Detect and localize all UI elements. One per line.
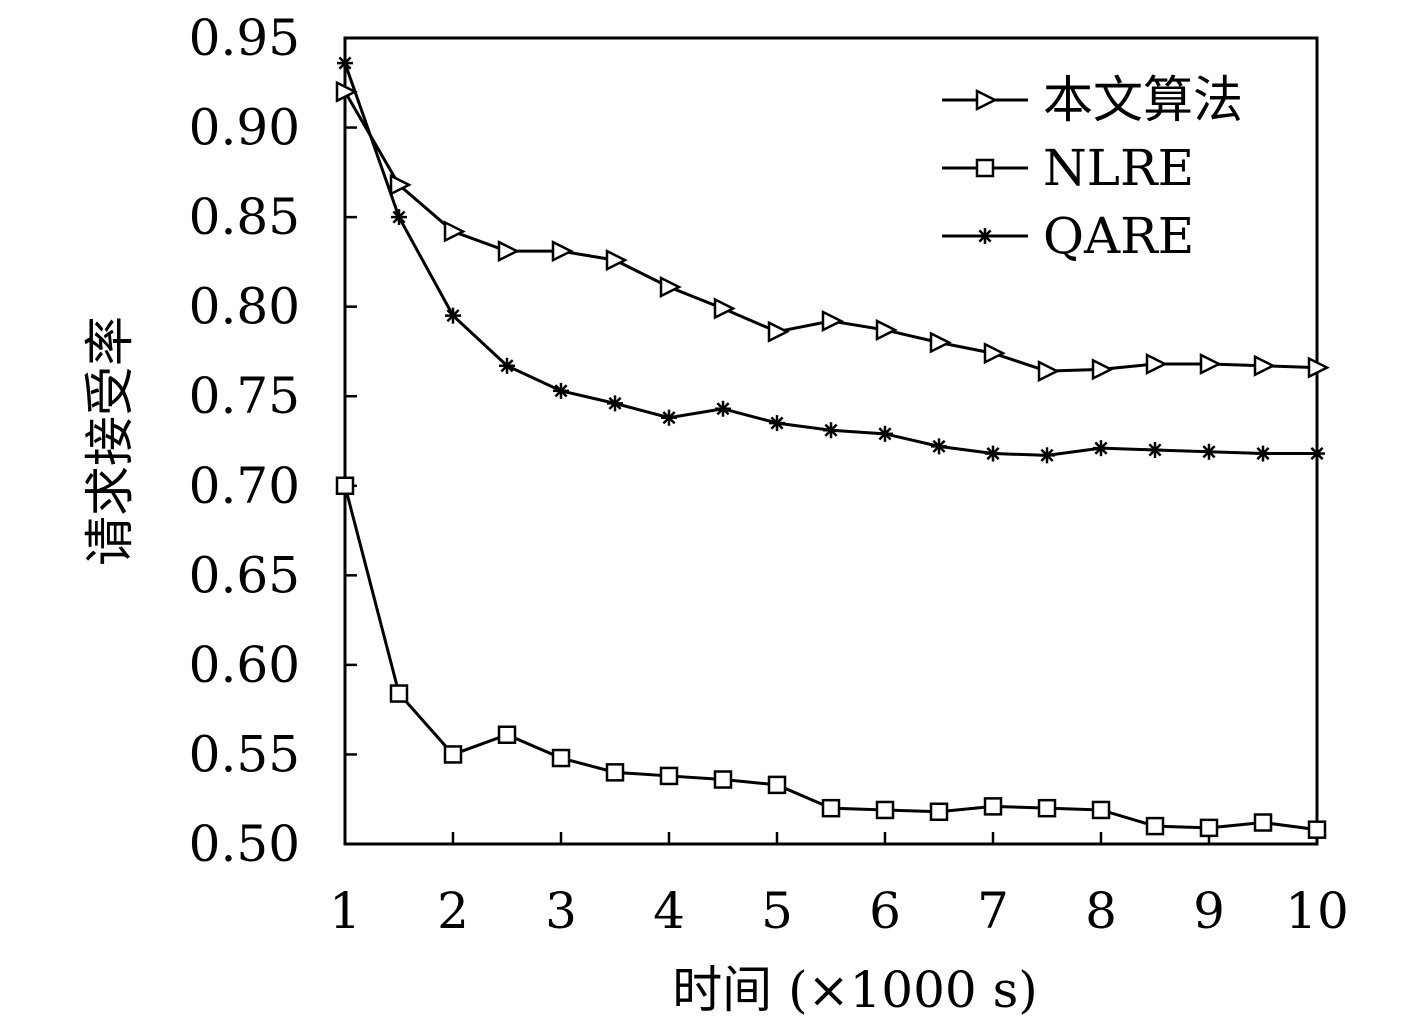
triangle-marker — [1145, 352, 1168, 376]
x-axis-label: 时间 (×1000 s) — [672, 961, 1038, 1019]
y-tick-label: 0.70 — [189, 457, 300, 515]
asterisk-marker — [877, 425, 893, 442]
square-marker — [875, 800, 895, 820]
asterisk-marker — [1039, 447, 1055, 464]
asterisk-marker — [499, 357, 515, 374]
x-tick-label: 6 — [869, 882, 901, 940]
square-marker — [659, 766, 679, 786]
legend-label: QARE — [1043, 207, 1194, 265]
asterisk-marker — [931, 438, 947, 455]
y-tick-label: 0.50 — [189, 815, 300, 873]
triangle-marker — [975, 88, 998, 112]
x-tick-label: 1 — [329, 882, 361, 940]
triangle-marker — [1037, 360, 1060, 383]
triangle-marker — [929, 331, 952, 354]
square-marker — [1037, 798, 1057, 818]
square-marker — [975, 158, 995, 178]
square-marker — [713, 770, 733, 789]
y-tick-label: 0.80 — [189, 278, 300, 336]
square-marker — [1091, 800, 1111, 820]
x-tick-label: 7 — [977, 882, 1009, 940]
square-marker — [1253, 813, 1273, 832]
triangle-marker — [1199, 352, 1222, 376]
series-line — [343, 485, 1318, 832]
x-tick-label: 9 — [1193, 882, 1225, 940]
square-marker — [497, 725, 517, 744]
plot-frame — [343, 36, 1319, 846]
asterisk-marker — [715, 400, 731, 417]
y-tick-label: 0.90 — [189, 99, 300, 157]
triangle-marker — [1253, 354, 1276, 377]
triangle-marker — [497, 240, 520, 263]
triangle-marker — [875, 318, 898, 341]
x-axis-ticks: 1 2 3 4 5 6 7 8 9 10 — [329, 832, 1349, 940]
series-1 — [335, 476, 1327, 839]
square-marker — [605, 763, 625, 782]
square-marker — [551, 748, 571, 768]
legend-label: NLRE — [1043, 139, 1194, 197]
triangle-marker — [389, 173, 412, 196]
triangle-marker — [983, 342, 1006, 365]
asterisk-marker — [607, 395, 623, 412]
x-tick-label: 2 — [437, 882, 469, 940]
y-axis-label: 请求接受率 — [81, 316, 139, 566]
asterisk-marker — [1093, 440, 1109, 457]
triangle-marker — [551, 240, 574, 263]
triangle-marker — [821, 309, 844, 333]
triangle-marker — [1091, 358, 1114, 381]
triangle-marker — [605, 249, 628, 272]
asterisk-marker — [823, 422, 839, 439]
y-tick-label: 0.75 — [189, 367, 300, 425]
asterisk-marker — [1255, 445, 1271, 462]
y-axis-ticks: 0.50 0.55 0.60 0.65 0.70 0.75 0.80 0.85 0.90 0.95 — [189, 9, 357, 873]
series-2 — [337, 55, 1325, 464]
triangle-marker — [659, 275, 682, 298]
square-marker — [929, 802, 949, 822]
legend: 本文算法 NLRE QARE — [942, 71, 1243, 265]
asterisk-marker — [1201, 443, 1217, 460]
triangle-marker — [767, 320, 790, 343]
square-marker — [1307, 820, 1327, 839]
asterisk-marker — [977, 228, 993, 244]
asterisk-marker — [445, 307, 461, 324]
square-marker — [389, 684, 409, 703]
triangle-marker — [335, 80, 358, 103]
square-marker — [983, 797, 1003, 816]
asterisk-marker — [391, 209, 407, 226]
legend-label: 本文算法 — [1043, 71, 1243, 129]
square-marker — [443, 745, 463, 764]
legend-item: NLRE — [942, 139, 1194, 197]
x-tick-label: 3 — [545, 882, 577, 940]
square-marker — [1199, 818, 1219, 838]
asterisk-marker — [553, 382, 569, 399]
triangle-marker — [1307, 356, 1330, 379]
triangle-marker — [713, 297, 736, 320]
x-tick-label: 8 — [1085, 882, 1117, 940]
y-tick-label: 0.65 — [189, 546, 300, 604]
x-tick-label: 5 — [761, 882, 793, 940]
y-tick-label: 0.55 — [189, 725, 300, 783]
asterisk-marker — [1309, 445, 1325, 462]
x-tick-label: 10 — [1285, 882, 1349, 940]
series-0 — [335, 80, 1330, 383]
asterisk-marker — [661, 409, 677, 426]
square-marker — [1145, 816, 1165, 836]
y-tick-label: 0.60 — [189, 636, 300, 694]
asterisk-marker — [769, 415, 785, 432]
asterisk-marker — [337, 55, 353, 72]
asterisk-marker — [1147, 441, 1163, 458]
y-tick-label: 0.95 — [189, 9, 300, 67]
square-marker — [821, 798, 841, 818]
legend-item: 本文算法 — [942, 71, 1243, 129]
triangle-marker — [443, 220, 466, 243]
square-marker — [335, 476, 355, 496]
y-tick-label: 0.85 — [189, 188, 300, 246]
asterisk-marker — [985, 445, 1001, 462]
legend-item: QARE — [942, 207, 1194, 265]
square-marker — [767, 775, 787, 795]
x-tick-label: 4 — [653, 882, 685, 940]
series-layer — [335, 55, 1330, 839]
